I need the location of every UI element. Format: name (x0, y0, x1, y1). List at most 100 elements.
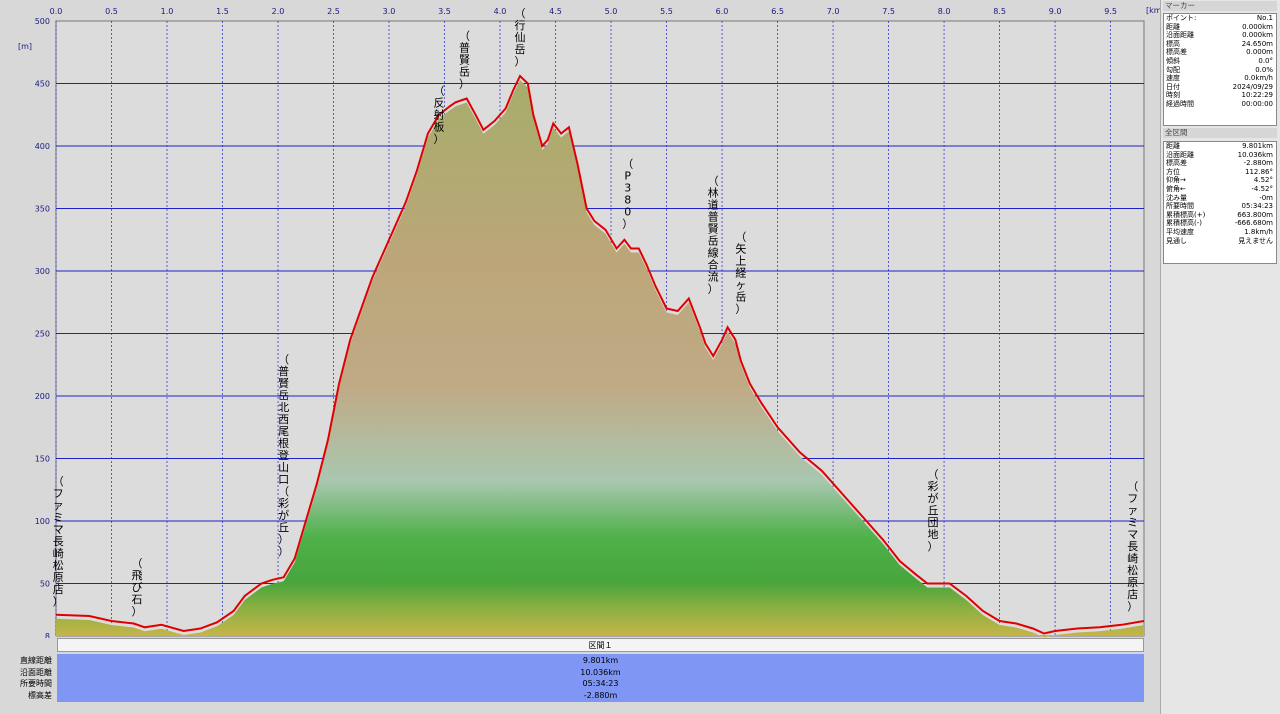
info-key: 距離 (1166, 22, 1180, 31)
info-value: 00:00:00 (1241, 99, 1273, 108)
summary-label: 沿面距離 (20, 667, 52, 677)
info-key: 累積標高(-) (1166, 219, 1202, 228)
waypoint-label: （反射板） (433, 85, 444, 146)
info-value: 見えません (1238, 236, 1273, 245)
info-value: 0.0% (1255, 65, 1273, 74)
info-key: 見通し (1166, 236, 1187, 245)
info-row: 俯角← -4.52° (1164, 185, 1276, 194)
summary-row: 沿面距離 10.036km (0, 667, 1160, 678)
x-tick-label: 1.0 (161, 7, 174, 16)
waypoint-label: （飛び石） (132, 557, 143, 618)
info-row: 所要時間 05:34:23 (1164, 202, 1276, 211)
info-key: 沿面距離 (1166, 31, 1194, 40)
info-value: 663.800m (1237, 210, 1273, 219)
info-value: 0.000km (1242, 31, 1273, 40)
info-key: 距離 (1166, 142, 1180, 150)
y-tick-label: 50 (40, 580, 50, 589)
info-row: 沿面距離 10.036km (1164, 151, 1276, 160)
section-header: 区間１ (57, 638, 1144, 652)
summary-label: 標高差 (28, 690, 52, 700)
y-tick-label: 250 (35, 330, 50, 339)
info-value: -4.52° (1251, 184, 1273, 193)
info-value: 9.801km (1242, 142, 1273, 150)
info-key: 仰角→ (1166, 176, 1186, 185)
info-row: 勾配 0.0% (1164, 66, 1276, 75)
waypoint-label: （矢上経ヶ岳） (735, 231, 746, 316)
x-tick-label: 3.5 (438, 7, 451, 16)
y-unit-label: [m] (18, 42, 32, 51)
info-side-panel: マーカー ポイント: No.1 距離 0.000km 沿面距離 0.000km 標高 24.6… (1160, 0, 1280, 714)
info-value: 1.8km/h (1244, 227, 1273, 236)
summary-value: 05:34:23 (582, 679, 619, 688)
info-value: 24.650m (1241, 39, 1273, 48)
x-tick-label: 0.0 (50, 7, 63, 16)
info-row: 累積標高(+) 663.800m (1164, 211, 1276, 220)
info-row: 平均速度 1.8km/h (1164, 228, 1276, 237)
x-tick-label: 7.5 (882, 7, 895, 16)
waypoint-label: （行仙岳） (515, 7, 526, 68)
section-values-panel (57, 654, 1144, 702)
info-value: 112.86° (1245, 167, 1273, 176)
info-value: 2024/09/29 (1232, 82, 1273, 91)
info-row: 標高差 -2.880m (1164, 159, 1276, 168)
info-value: 0.0km/h (1244, 74, 1273, 83)
y-tick-label: 150 (35, 455, 50, 464)
waypoint-label: （普賢岳） (459, 30, 470, 91)
y-tick-label: 200 (35, 392, 50, 401)
info-key: 所要時間 (1166, 202, 1194, 211)
y-tick-label: 500 (35, 17, 50, 26)
summary-value: 9.801km (582, 656, 619, 665)
info-row: 仰角→ 4.52° (1164, 176, 1276, 185)
y-axis-ticks: 500 450 400 350 300 250 200 150 100 50 8 (35, 17, 50, 638)
x-tick-label: 2.5 (327, 7, 340, 16)
y-tick-label: 100 (35, 517, 50, 526)
x-tick-label: 6.0 (716, 7, 729, 16)
info-value: -2.880m (1243, 159, 1273, 168)
elevation-line (55, 74, 1145, 635)
x-tick-label: 1.5 (216, 7, 229, 16)
info-key: 勾配 (1166, 65, 1180, 74)
waypoint-label: （P 3 8 0） (622, 158, 633, 231)
summary-row: 直線距離 9.801km (0, 655, 1160, 666)
info-key: 俯角← (1166, 184, 1186, 193)
marker-info-box: ポイント: No.1 距離 0.000km 沿面距離 0.000km 標高 24.650m 標高… (1163, 13, 1277, 126)
info-row: 距離 9.801km (1164, 142, 1276, 151)
waypoint-label: （普賢岳北西尾根登山口（彩が丘）） (278, 353, 289, 558)
x-tick-label: 5.0 (605, 7, 618, 16)
x-tick-label: 6.5 (771, 7, 784, 16)
marker-title: マーカー (1163, 1, 1277, 11)
x-tick-label: 8.5 (993, 7, 1006, 16)
info-row: 標高差 0.000m (1164, 48, 1276, 57)
info-row: 方位 112.86° (1164, 168, 1276, 177)
summary-row: 標高差 -2.880m (0, 690, 1160, 701)
info-value: 4.52° (1253, 176, 1273, 185)
info-key: 標高差 (1166, 159, 1187, 168)
x-tick-label: 2.0 (272, 7, 285, 16)
info-key: 時刻 (1166, 91, 1180, 100)
y-tick-label: 400 (35, 142, 50, 151)
info-key: 沈み量 (1166, 193, 1187, 202)
x-tick-label: 9.5 (1104, 7, 1117, 16)
info-row: 傾斜 0.0° (1164, 57, 1276, 66)
info-key: 日付 (1166, 82, 1180, 91)
info-row: ポイント: No.1 (1164, 14, 1276, 23)
info-key: 平均速度 (1166, 227, 1194, 236)
x-tick-label: 8.0 (938, 7, 951, 16)
info-row: 時刻 10:22:29 (1164, 91, 1276, 100)
summary-label: 所要時間 (20, 679, 52, 688)
waypoint-label: （林道普賢岳線合流） (708, 175, 719, 296)
info-row: 沈み量 -0m (1164, 194, 1276, 203)
info-key: 累積標高(+) (1166, 210, 1206, 219)
x-tick-label: 5.5 (660, 7, 673, 16)
info-key: 速度 (1166, 74, 1180, 83)
waypoint-annotations: （ファミマ長崎松原店） （飛び石） （普賢岳北西尾根登山口（彩が丘）） （反射板） （普… (53, 7, 1139, 618)
y-tick-label: 350 (35, 205, 50, 214)
info-value: 05:34:23 (1241, 202, 1273, 211)
summary-row: 所要時間 05:34:23 (0, 678, 1160, 689)
section-summary-table: 区間１ 直線距離 9.801km 沿面距離 10.036km 所要時間 05:34:23 標… (0, 638, 1160, 714)
info-row: 速度 0.0km/h (1164, 74, 1276, 83)
x-axis-ticks: 0.0 0.5 1.0 1.5 2.0 2.5 3.0 3.5 4.0 4.5 5.0 5.5 6.0 6… (50, 7, 1117, 16)
info-row: 経過時間 00:00:00 (1164, 100, 1276, 109)
info-row: 見通し 見えません (1164, 237, 1276, 246)
summary-value: -2.880m (583, 690, 618, 700)
